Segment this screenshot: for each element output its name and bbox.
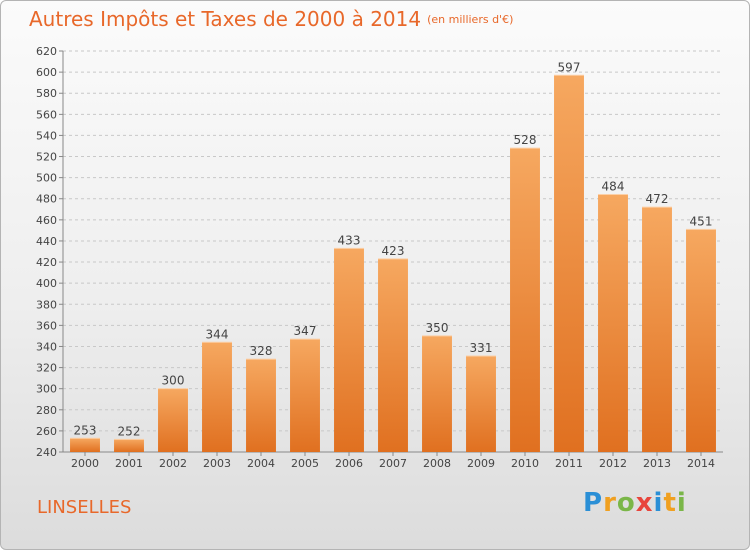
data-label: 331 — [470, 341, 493, 355]
city-name: LINSELLES — [37, 497, 132, 518]
title-unit: (en milliers d'€) — [427, 13, 514, 26]
y-tick-label: 300 — [36, 383, 57, 396]
x-tick-label: 2001 — [115, 457, 143, 470]
x-tick-label: 2011 — [555, 457, 583, 470]
bar — [686, 229, 716, 452]
data-label: 328 — [250, 344, 273, 358]
bar — [378, 258, 408, 452]
bar — [598, 194, 628, 452]
data-label: 451 — [690, 214, 713, 228]
bar-layer — [70, 74, 716, 452]
label-layer: 253 252 300 344 328 347 433 423 350 331 528 597 484 4… — [74, 60, 713, 438]
data-label: 253 — [74, 423, 97, 437]
y-tick-label: 320 — [36, 362, 57, 375]
logo-letter: P — [583, 488, 604, 518]
data-label: 484 — [602, 180, 625, 194]
y-tick-label: 460 — [36, 214, 57, 227]
x-tick-label: 2000 — [71, 457, 99, 470]
bar — [466, 355, 496, 452]
y-tick-label: 420 — [36, 256, 57, 269]
y-tick-label: 520 — [36, 151, 57, 164]
y-tick-label: 580 — [36, 87, 57, 100]
data-label: 472 — [646, 192, 669, 206]
bar — [642, 207, 672, 452]
data-label: 347 — [294, 324, 317, 338]
x-tick-label: 2005 — [291, 457, 319, 470]
y-tick-label: 360 — [36, 319, 57, 332]
y-tick-label: 340 — [36, 340, 57, 353]
x-tick-label: 2012 — [599, 457, 627, 470]
logo-letter: i — [653, 488, 664, 518]
bar — [510, 148, 540, 452]
proxiti-logo: Proxiti — [583, 488, 687, 518]
y-tick-label: 380 — [36, 298, 57, 311]
x-tick-label: 2009 — [467, 457, 495, 470]
data-label: 300 — [162, 374, 185, 388]
bar — [158, 388, 188, 452]
y-tick-label: 600 — [36, 66, 57, 79]
y-tick-label: 540 — [36, 129, 57, 142]
x-tick-label: 2010 — [511, 457, 539, 470]
data-label: 350 — [426, 321, 449, 335]
bar — [114, 439, 144, 452]
bar — [246, 359, 276, 452]
bar — [554, 75, 584, 452]
x-tick-label: 2003 — [203, 457, 231, 470]
data-label: 344 — [206, 327, 229, 341]
data-label: 423 — [382, 244, 405, 258]
y-tick-label: 500 — [36, 172, 57, 185]
chart-title: Autres Impôts et Taxes de 2000 à 2014 (en… — [29, 7, 513, 31]
logo-letter: t — [663, 488, 677, 518]
data-label: 597 — [558, 60, 581, 74]
y-tick-label: 280 — [36, 404, 57, 417]
x-tick-label: 2004 — [247, 457, 275, 470]
logo-letter: i — [676, 488, 687, 518]
x-tick-label: 2014 — [687, 457, 715, 470]
y-tick-label: 440 — [36, 235, 57, 248]
data-label: 252 — [118, 424, 141, 438]
title-text: Autres Impôts et Taxes de 2000 à 2014 — [29, 7, 422, 31]
logo-letter: r — [603, 488, 617, 518]
y-tick-label: 560 — [36, 108, 57, 121]
y-tick-label: 480 — [36, 193, 57, 206]
y-tick-label: 400 — [36, 277, 57, 290]
x-tick-label: 2008 — [423, 457, 451, 470]
bar — [70, 438, 100, 452]
logo-letter: x — [635, 488, 654, 518]
data-label: 528 — [514, 133, 537, 147]
x-tick-label: 2013 — [643, 457, 671, 470]
y-tick-label: 240 — [36, 446, 57, 459]
y-tick-label: 620 — [36, 45, 57, 58]
data-label: 433 — [338, 233, 361, 247]
bar — [202, 342, 232, 452]
bar — [422, 335, 452, 452]
logo-letter: o — [616, 488, 636, 518]
x-tick-label: 2006 — [335, 457, 363, 470]
bar — [334, 248, 364, 452]
x-tick-label: 2002 — [159, 457, 187, 470]
x-tick-label: 2007 — [379, 457, 407, 470]
y-tick-label: 260 — [36, 425, 57, 438]
bar — [290, 339, 320, 452]
